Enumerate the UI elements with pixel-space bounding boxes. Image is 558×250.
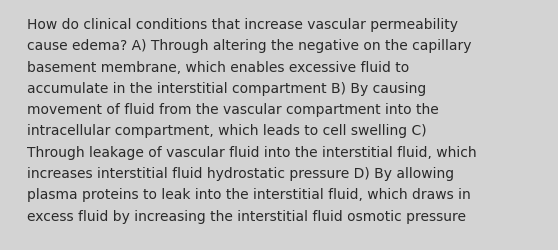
Text: Through leakage of vascular fluid into the interstitial fluid, which: Through leakage of vascular fluid into t… (27, 145, 477, 159)
Text: basement membrane, which enables excessive fluid to: basement membrane, which enables excessi… (27, 60, 409, 74)
Text: excess fluid by increasing the interstitial fluid osmotic pressure: excess fluid by increasing the interstit… (27, 209, 466, 223)
Text: movement of fluid from the vascular compartment into the: movement of fluid from the vascular comp… (27, 103, 439, 117)
Text: increases interstitial fluid hydrostatic pressure D) By allowing: increases interstitial fluid hydrostatic… (27, 166, 454, 180)
Text: intracellular compartment, which leads to cell swelling C): intracellular compartment, which leads t… (27, 124, 427, 138)
Text: How do clinical conditions that increase vascular permeability: How do clinical conditions that increase… (27, 18, 458, 32)
Text: cause edema? A) Through altering the negative on the capillary: cause edema? A) Through altering the neg… (27, 39, 472, 53)
Text: plasma proteins to leak into the interstitial fluid, which draws in: plasma proteins to leak into the interst… (27, 188, 471, 202)
Text: accumulate in the interstitial compartment B) By causing: accumulate in the interstitial compartme… (27, 82, 426, 96)
